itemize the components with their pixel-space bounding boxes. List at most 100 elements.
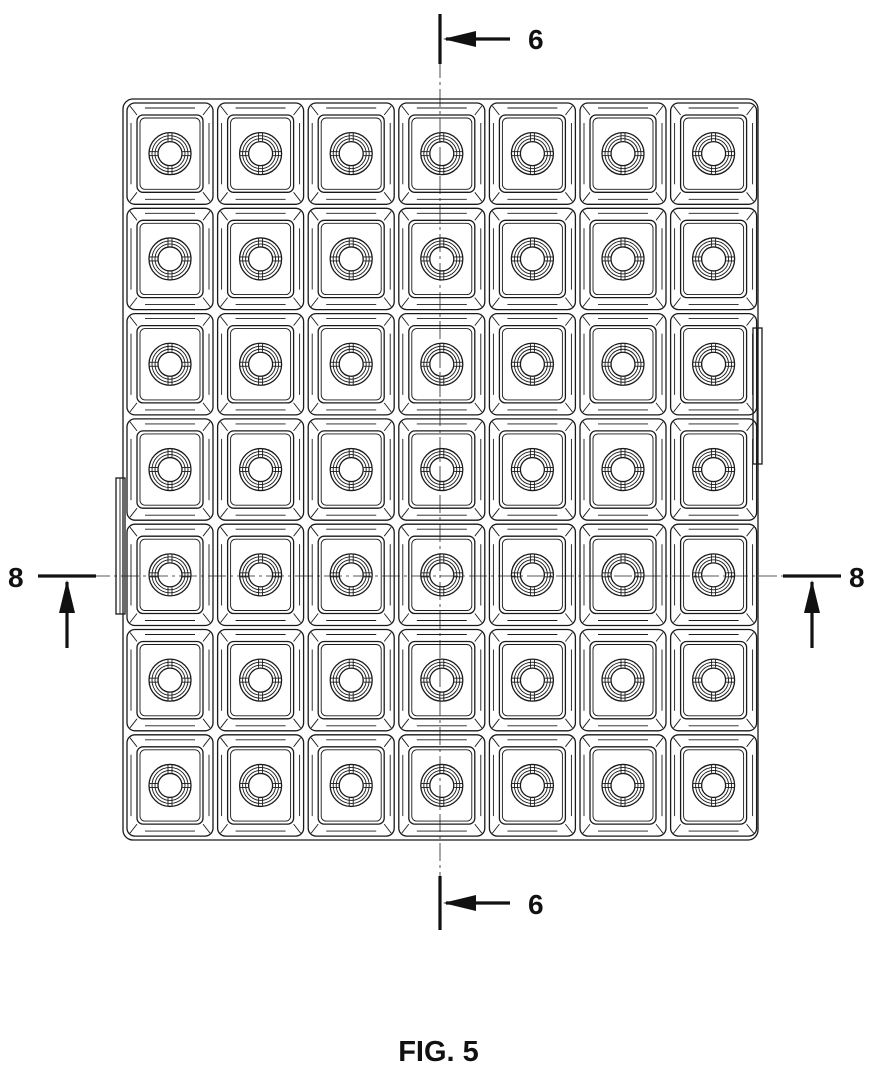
figure-caption: FIG. 5 [0, 1036, 877, 1069]
drain-hole [339, 247, 363, 271]
drain-hole [158, 142, 182, 166]
section-label-6-bottom: 6 [528, 889, 544, 920]
drain-hole [611, 773, 635, 797]
tray-cell [308, 524, 394, 625]
drain-hole [339, 563, 363, 587]
drain-hole [702, 563, 726, 587]
drain-hole [339, 773, 363, 797]
tray-cell [489, 314, 575, 415]
tray-cell [218, 735, 304, 836]
tray-cell [489, 419, 575, 520]
tray-cell [580, 208, 666, 309]
tray-cell [399, 314, 485, 415]
tray-cell [127, 103, 213, 204]
tray-cell [218, 630, 304, 731]
tray-cell [399, 735, 485, 836]
tray-cell [218, 103, 304, 204]
drain-hole [520, 458, 544, 482]
tray-cell [218, 208, 304, 309]
drain-hole [158, 247, 182, 271]
tray-cell [218, 419, 304, 520]
drain-hole [249, 458, 273, 482]
drain-hole [430, 773, 454, 797]
tray-cell [671, 735, 757, 836]
drain-hole [430, 458, 454, 482]
drain-hole [520, 563, 544, 587]
tray-cell [399, 630, 485, 731]
tray-cell [489, 103, 575, 204]
tray-cell [127, 419, 213, 520]
drain-hole [702, 458, 726, 482]
drain-hole [702, 247, 726, 271]
tray-cell [127, 208, 213, 309]
tray-cell [671, 314, 757, 415]
drain-hole [430, 247, 454, 271]
drain-hole [430, 563, 454, 587]
section-label-6-top: 6 [528, 24, 544, 55]
drain-hole [249, 352, 273, 376]
drain-hole [339, 668, 363, 692]
drain-hole [520, 247, 544, 271]
drain-hole [611, 668, 635, 692]
drain-hole [611, 458, 635, 482]
drain-hole [339, 458, 363, 482]
drain-hole [702, 668, 726, 692]
drain-hole [430, 352, 454, 376]
drain-hole [520, 352, 544, 376]
tray-cell [127, 314, 213, 415]
tray-cell [127, 735, 213, 836]
tray-cell [671, 419, 757, 520]
drain-hole [611, 247, 635, 271]
tray-cell [671, 524, 757, 625]
tray-cell [489, 524, 575, 625]
tray-cell [308, 208, 394, 309]
drain-hole [702, 773, 726, 797]
drain-hole [158, 773, 182, 797]
tray-cell [671, 630, 757, 731]
tray-cell [580, 103, 666, 204]
section-label-8-right: 8 [849, 562, 865, 593]
section-marker-6-bottom: 6 [440, 876, 544, 930]
drain-hole [520, 668, 544, 692]
tray-cell [489, 630, 575, 731]
drain-hole [158, 563, 182, 587]
drain-hole [430, 142, 454, 166]
drain-hole [611, 352, 635, 376]
tray-cell [580, 419, 666, 520]
drain-hole [158, 458, 182, 482]
drain-hole [249, 247, 273, 271]
tray-cell [580, 630, 666, 731]
tray-cell [308, 735, 394, 836]
drain-hole [249, 142, 273, 166]
drain-hole [339, 142, 363, 166]
tray-cell [671, 103, 757, 204]
drain-hole [702, 352, 726, 376]
section-marker-8-right: 8 [783, 562, 865, 648]
tray-cell [218, 524, 304, 625]
section-marker-8-left: 8 [8, 562, 96, 648]
drain-hole [249, 563, 273, 587]
drain-hole [430, 668, 454, 692]
tray-cell [127, 524, 213, 625]
section-marker-6-top: 6 [440, 14, 544, 64]
tray-cell [308, 630, 394, 731]
tray-cell [127, 630, 213, 731]
tray-cell [489, 208, 575, 309]
tray-cell [580, 314, 666, 415]
drain-hole [249, 668, 273, 692]
section-label-8-left: 8 [8, 562, 24, 593]
drain-hole [702, 142, 726, 166]
tray-cell [671, 208, 757, 309]
drain-hole [611, 142, 635, 166]
tray-cell [218, 314, 304, 415]
tray-cell [399, 103, 485, 204]
tray-cell [399, 419, 485, 520]
tray-cell [580, 735, 666, 836]
tray-cell [308, 314, 394, 415]
drain-hole [339, 352, 363, 376]
tray-cell [489, 735, 575, 836]
drain-hole [520, 142, 544, 166]
drain-hole [249, 773, 273, 797]
tray-cell [308, 103, 394, 204]
